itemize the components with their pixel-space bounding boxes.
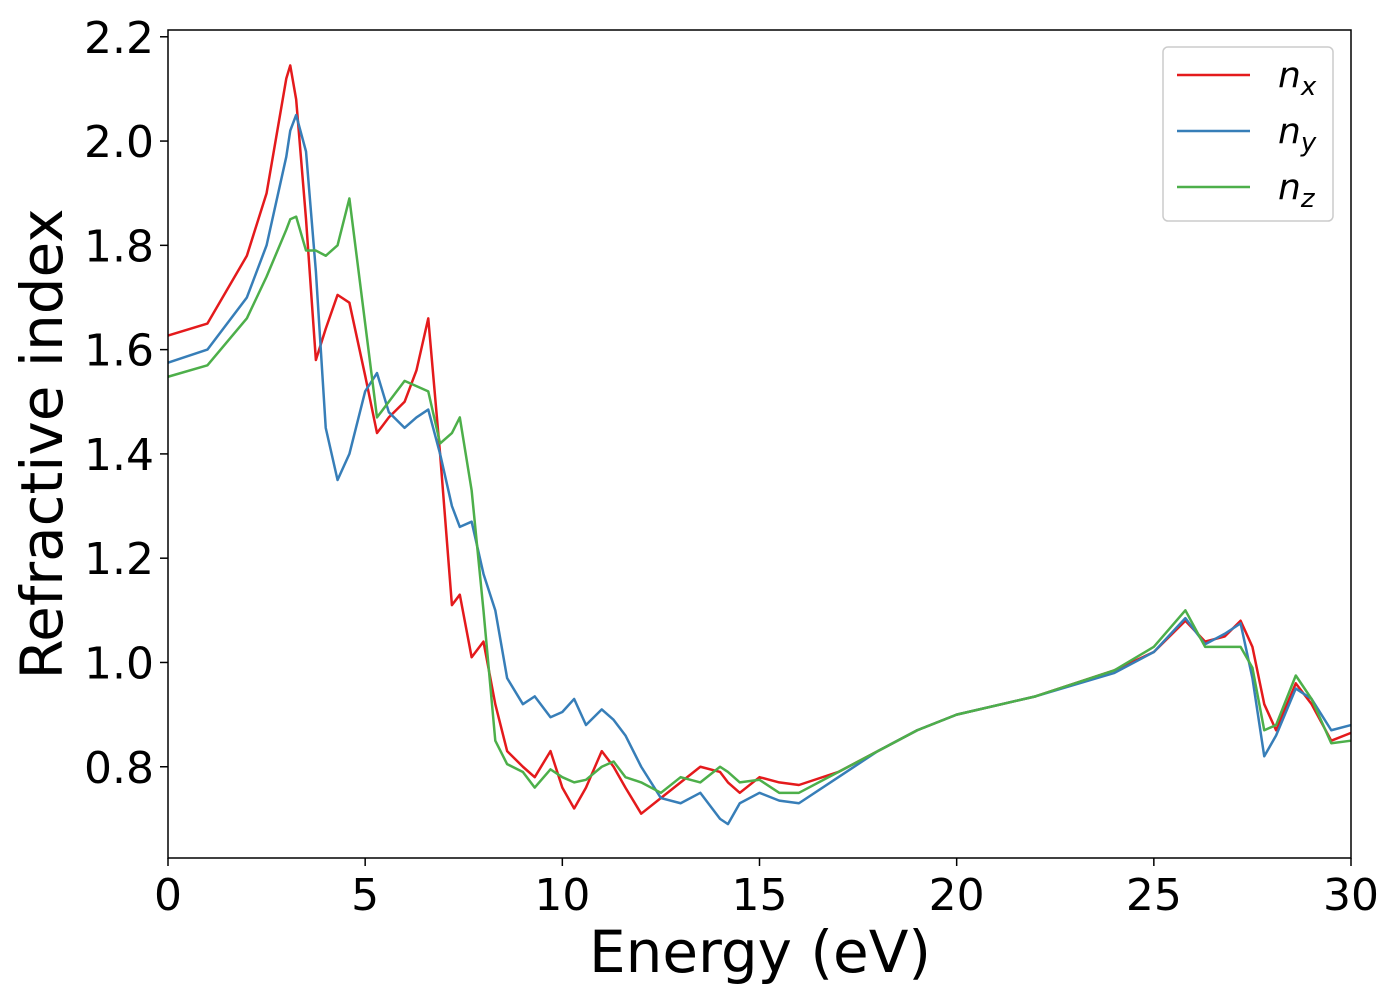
data-line (167, 64, 1352, 815)
x-tick-label: 10 (534, 870, 590, 921)
x-tick-label: 30 (1323, 870, 1379, 921)
y-tick-label: 1.0 (84, 638, 154, 689)
y-tick-label: 1.8 (84, 221, 154, 272)
legend-label: ny (1278, 111, 1317, 158)
data-line (167, 197, 1352, 795)
x-tick-label: 5 (351, 870, 379, 921)
data-line (167, 113, 1352, 826)
legend-box (1162, 46, 1334, 222)
plot-frame (167, 29, 1352, 859)
x-tick-label: 20 (929, 870, 985, 921)
legend-label: nx (1278, 55, 1317, 102)
y-tick-label: 0.8 (84, 743, 154, 794)
y-tick-label: 2.0 (84, 117, 154, 168)
legend-label: nz (1278, 167, 1316, 214)
x-tick-label: 15 (732, 870, 788, 921)
x-axis-label: Energy (eV) (589, 918, 931, 986)
y-tick-label: 2.2 (84, 13, 154, 64)
x-tick-label: 0 (154, 870, 182, 921)
y-tick-label: 1.6 (84, 326, 154, 377)
x-tick-label: 25 (1126, 870, 1182, 921)
y-axis-label: Refractive index (8, 208, 76, 679)
y-tick-label: 1.4 (84, 430, 154, 481)
y-tick-label: 1.2 (84, 534, 154, 585)
legend: nx ny nz (1162, 46, 1334, 222)
